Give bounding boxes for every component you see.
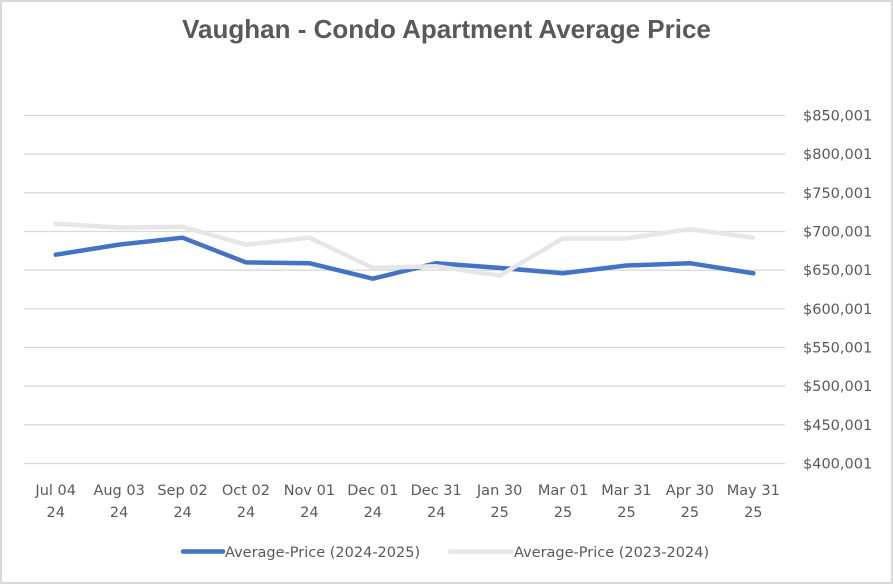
x-tick-label: Dec 01 <box>347 483 398 499</box>
y-tick-label: $700,001 <box>803 225 872 241</box>
x-tick-label: Aug 03 <box>93 483 144 499</box>
x-tick-label: Mar 01 <box>538 483 588 499</box>
x-tick-label: Jan 30 <box>476 483 522 499</box>
x-tick-label-year: 24 <box>364 505 382 521</box>
gridlines <box>24 114 785 465</box>
y-axis-tick-labels: $400,001 $450,001 $500,001 $550,001 $600,001… <box>803 109 872 473</box>
x-tick-label-year: 25 <box>490 505 508 521</box>
x-tick-label: May 31 <box>727 483 780 499</box>
x-tick-label: Sep 02 <box>157 483 207 499</box>
x-tick-label-year: 24 <box>427 505 445 521</box>
legend-item: Average-Price (2023-2024) <box>447 545 709 561</box>
y-tick-label: $450,001 <box>803 418 872 434</box>
chart-title: Vaughan - Condo Apartment Average Price <box>182 14 711 44</box>
x-tick-label-year: 24 <box>173 505 191 521</box>
series-lines <box>53 221 756 281</box>
x-tick-label-year: 25 <box>744 505 762 521</box>
series-line-0 <box>53 235 756 281</box>
series-line-1 <box>53 221 756 278</box>
x-tick-label: Dec 31 <box>411 483 462 499</box>
y-tick-label: $500,001 <box>803 379 872 395</box>
y-tick-label: $650,001 <box>803 263 872 279</box>
x-axis-tick-labels: Jul 04 24 Aug 03 24 Sep 02 24 Oct 02 24 Nov 01 24… <box>34 483 779 521</box>
x-tick-label-year: 25 <box>554 505 572 521</box>
x-tick-label: Oct 02 <box>222 483 270 499</box>
x-tick-label-year: 24 <box>110 505 128 521</box>
y-tick-label: $550,001 <box>803 341 872 357</box>
y-tick-label: $750,001 <box>803 186 872 202</box>
x-tick-label-year: 24 <box>237 505 255 521</box>
y-tick-label: $850,001 <box>803 109 872 125</box>
x-tick-label-year: 25 <box>617 505 635 521</box>
y-tick-label: $600,001 <box>803 302 872 318</box>
x-tick-label: Jul 04 <box>34 483 76 499</box>
legend-label: Average-Price (2024-2025) <box>225 545 420 561</box>
x-tick-label-year: 25 <box>681 505 699 521</box>
y-tick-label: $800,001 <box>803 147 872 163</box>
legend: Average-Price (2024-2025) Average-Price (… <box>180 545 709 561</box>
x-tick-label: Apr 30 <box>666 483 714 499</box>
legend-label: Average-Price (2023-2024) <box>514 545 709 561</box>
x-tick-label-year: 24 <box>46 505 64 521</box>
y-tick-label: $400,001 <box>803 457 872 473</box>
x-tick-label: Mar 31 <box>601 483 651 499</box>
x-tick-label: Nov 01 <box>284 483 335 499</box>
x-tick-label-year: 24 <box>300 505 318 521</box>
legend-item: Average-Price (2024-2025) <box>180 545 420 561</box>
